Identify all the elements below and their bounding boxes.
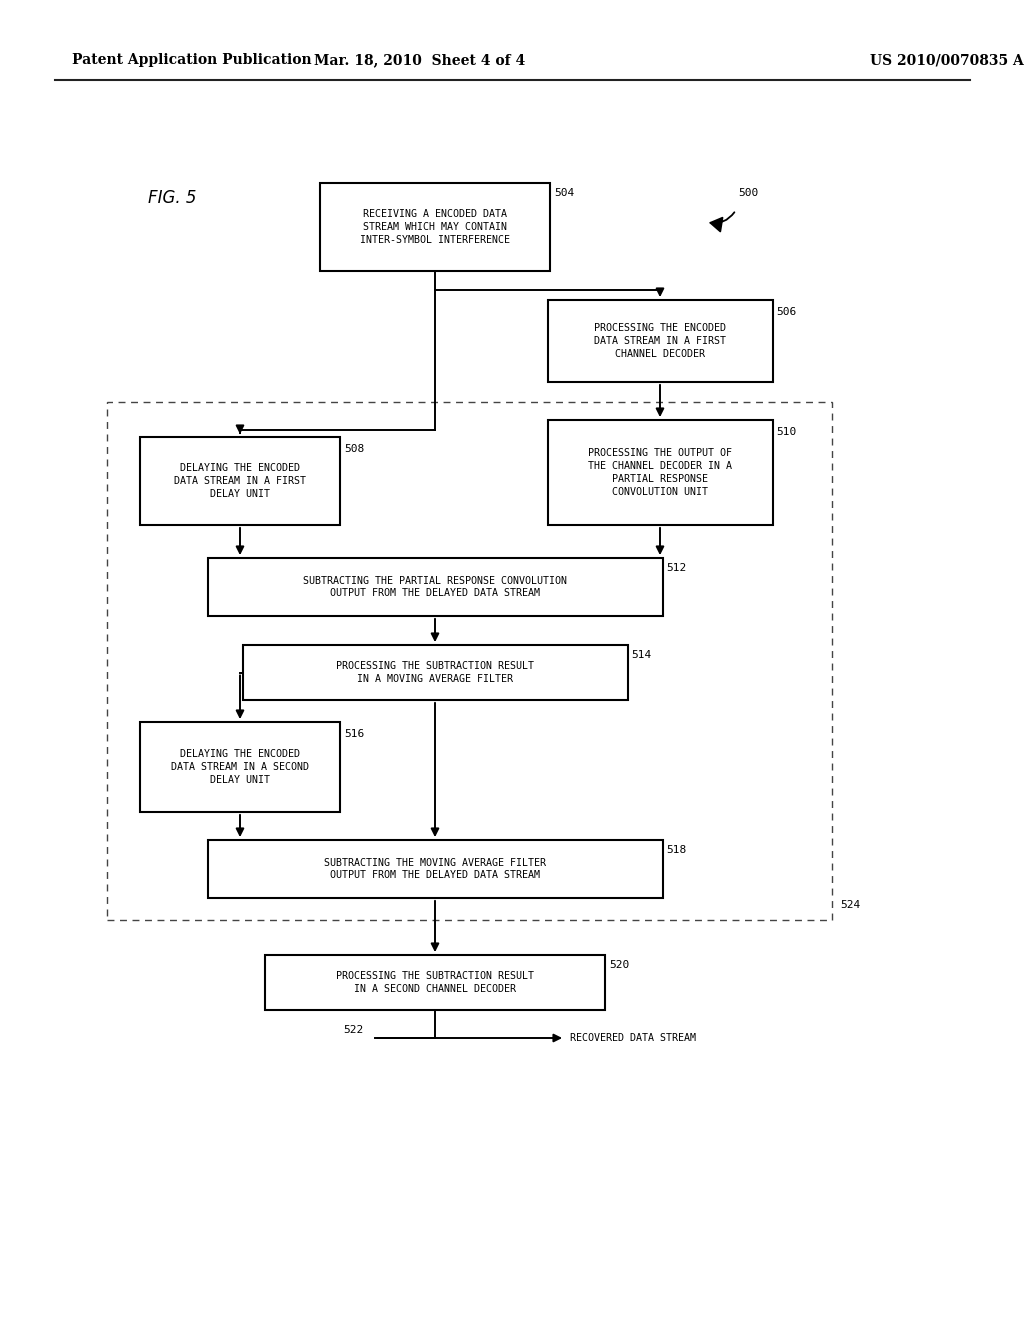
Text: PROCESSING THE OUTPUT OF
THE CHANNEL DECODER IN A
PARTIAL RESPONSE
CONVOLUTION U: PROCESSING THE OUTPUT OF THE CHANNEL DEC… bbox=[588, 449, 732, 496]
Bar bbox=[106, 403, 831, 920]
Text: 522: 522 bbox=[343, 1026, 364, 1035]
Text: 516: 516 bbox=[344, 729, 365, 739]
Bar bbox=[208, 558, 663, 616]
Text: 520: 520 bbox=[609, 960, 630, 970]
Bar bbox=[548, 420, 772, 525]
Bar bbox=[319, 183, 550, 271]
Text: FIG. 5: FIG. 5 bbox=[148, 189, 197, 207]
Text: 524: 524 bbox=[840, 900, 860, 909]
Text: DELAYING THE ENCODED
DATA STREAM IN A FIRST
DELAY UNIT: DELAYING THE ENCODED DATA STREAM IN A FI… bbox=[174, 463, 306, 499]
Bar bbox=[140, 722, 340, 812]
Text: 518: 518 bbox=[667, 845, 687, 855]
Text: Mar. 18, 2010  Sheet 4 of 4: Mar. 18, 2010 Sheet 4 of 4 bbox=[314, 53, 525, 67]
Bar bbox=[140, 437, 340, 525]
Text: DELAYING THE ENCODED
DATA STREAM IN A SECOND
DELAY UNIT: DELAYING THE ENCODED DATA STREAM IN A SE… bbox=[171, 750, 309, 785]
Text: RECOVERED DATA STREAM: RECOVERED DATA STREAM bbox=[570, 1034, 696, 1043]
Text: SUBTRACTING THE PARTIAL RESPONSE CONVOLUTION
OUTPUT FROM THE DELAYED DATA STREAM: SUBTRACTING THE PARTIAL RESPONSE CONVOLU… bbox=[303, 576, 567, 598]
Text: 512: 512 bbox=[667, 564, 687, 573]
Text: 514: 514 bbox=[632, 649, 651, 660]
Text: PROCESSING THE SUBTRACTION RESULT
IN A MOVING AVERAGE FILTER: PROCESSING THE SUBTRACTION RESULT IN A M… bbox=[336, 661, 534, 684]
Text: 506: 506 bbox=[776, 308, 797, 317]
Text: 500: 500 bbox=[738, 187, 758, 198]
Text: RECEIVING A ENCODED DATA
STREAM WHICH MAY CONTAIN
INTER-SYMBOL INTERFERENCE: RECEIVING A ENCODED DATA STREAM WHICH MA… bbox=[360, 209, 510, 244]
FancyArrowPatch shape bbox=[711, 213, 734, 231]
Text: 508: 508 bbox=[344, 444, 365, 454]
Bar bbox=[265, 954, 605, 1010]
Text: US 2010/0070835 A1: US 2010/0070835 A1 bbox=[870, 53, 1024, 67]
Bar bbox=[548, 300, 772, 381]
Text: SUBTRACTING THE MOVING AVERAGE FILTER
OUTPUT FROM THE DELAYED DATA STREAM: SUBTRACTING THE MOVING AVERAGE FILTER OU… bbox=[324, 858, 546, 880]
Text: PROCESSING THE ENCODED
DATA STREAM IN A FIRST
CHANNEL DECODER: PROCESSING THE ENCODED DATA STREAM IN A … bbox=[594, 323, 726, 359]
Text: 504: 504 bbox=[554, 187, 574, 198]
Text: Patent Application Publication: Patent Application Publication bbox=[72, 53, 311, 67]
Bar bbox=[208, 840, 663, 898]
Text: 510: 510 bbox=[776, 426, 797, 437]
Text: PROCESSING THE SUBTRACTION RESULT
IN A SECOND CHANNEL DECODER: PROCESSING THE SUBTRACTION RESULT IN A S… bbox=[336, 972, 534, 994]
Bar bbox=[243, 645, 628, 700]
